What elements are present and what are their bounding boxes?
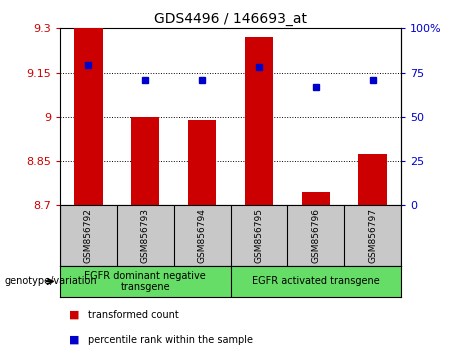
Text: GSM856793: GSM856793 (141, 208, 150, 263)
Bar (358, 154, 387, 205)
Text: transformed count: transformed count (88, 310, 178, 320)
Text: EGFR dominant negative
transgene: EGFR dominant negative transgene (84, 270, 206, 292)
Text: EGFR activated transgene: EGFR activated transgene (252, 276, 380, 286)
Text: GSM856795: GSM856795 (254, 208, 263, 263)
Text: ■: ■ (69, 335, 80, 345)
Text: GSM856797: GSM856797 (368, 208, 377, 263)
Bar (188, 120, 216, 205)
Bar (245, 37, 273, 205)
Bar (131, 117, 160, 205)
Text: percentile rank within the sample: percentile rank within the sample (88, 335, 253, 345)
Bar (74, 28, 102, 205)
Text: GSM856796: GSM856796 (311, 208, 320, 263)
Bar (301, 192, 330, 205)
Text: genotype/variation: genotype/variation (5, 276, 97, 286)
Text: GSM856792: GSM856792 (84, 208, 93, 263)
Text: GSM856794: GSM856794 (198, 208, 207, 263)
Text: ■: ■ (69, 310, 80, 320)
Title: GDS4496 / 146693_at: GDS4496 / 146693_at (154, 12, 307, 26)
